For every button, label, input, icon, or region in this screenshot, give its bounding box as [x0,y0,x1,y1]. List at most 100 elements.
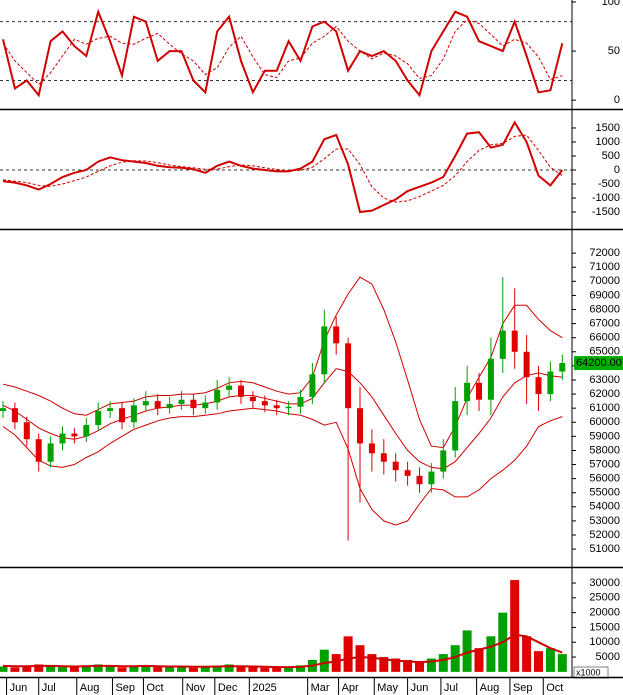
last-price-label: 64200.00 [576,357,622,369]
volume-bar [343,636,353,672]
volume-bar [22,665,32,672]
volume-bar [284,667,294,672]
y-tick-label: 100 [602,0,620,8]
candle-body [559,363,566,372]
y-tick-label: -500 [598,178,620,190]
candle-body [130,405,137,423]
y-tick-label: 62000 [589,388,620,400]
y-tick-label: 58000 [589,444,620,456]
indicator-line [2,19,563,86]
y-tick-label: 68000 [589,303,620,315]
x-tick-label: Sep [115,682,135,694]
volume-bar [117,667,127,672]
y-tick-label: 15000 [589,621,620,633]
volume-bar [522,636,532,672]
candle-body [142,401,149,406]
candle-body [428,471,435,485]
volume-bar [105,666,115,672]
candle-body [487,358,494,400]
x-tick-label: Dec [218,682,238,694]
volume-bar [165,667,175,672]
candle-body [309,374,316,397]
candle-body [261,401,268,406]
candle-body [202,402,209,409]
x-tick-label: Nov [186,682,206,694]
candle-body [71,433,78,437]
volume-bar [450,645,460,672]
candle-body [476,382,482,400]
y-tick-label: 59000 [589,430,620,442]
candle-body [249,396,256,402]
y-tick-label: 50 [608,45,620,57]
candle-body [464,382,471,402]
volume-bar [236,666,246,672]
candle-body [35,439,42,462]
x-tick-label: Aug [80,682,100,694]
candle-body [392,461,399,471]
volume-bar [10,667,20,672]
y-tick-label: 5000 [596,651,620,663]
candle-body [154,401,161,409]
last-price-box [574,356,623,371]
volume-bar [200,667,210,672]
y-tick-label: 54000 [589,501,620,513]
indicator-line [2,134,563,203]
y-tick-label: 52000 [589,529,620,541]
y-tick-label: 72000 [589,247,620,259]
y-tick-label: 71000 [589,261,620,273]
x-tick-label: Sep [513,682,533,694]
volume-bar [212,665,222,672]
candle-body [23,422,30,440]
y-tick-label: 51000 [589,543,620,555]
volume-bar [224,664,234,672]
volume-bar [545,648,555,672]
candle-body [368,443,375,454]
x-tick-label: Apr [342,682,359,694]
y-tick-label: 69000 [589,289,620,301]
candle-body [440,450,447,472]
candle-body [357,408,363,444]
candle-body [47,443,54,462]
y-tick-label: -1500 [592,206,620,218]
volume-bar [426,658,436,672]
indicator-line [2,120,564,214]
y-tick-label: 56000 [589,473,620,485]
volume-bar [69,667,79,672]
volume-bar [177,666,186,672]
y-tick-label: 61000 [589,402,620,414]
candle-body [83,425,90,437]
y-tick-label: 0 [614,94,620,106]
candle-body [297,396,304,407]
candle-body [59,433,66,444]
volume-bar [34,664,44,672]
y-tick-label: 65000 [589,346,620,358]
y-tick-label: 1000 [596,136,620,148]
x-tick-label: Jun [10,682,28,694]
candle-body [107,408,114,411]
volume-bar [486,636,496,672]
volume-bar [379,657,389,672]
y-tick-label: 55000 [589,487,620,499]
y-tick-label: 500 [602,150,620,162]
x-tick-label: Jun [411,682,429,694]
candle-body [416,475,423,485]
volume-bar [438,654,448,672]
candle-body [523,351,530,378]
y-tick-label: 10000 [589,636,620,648]
volume-bar [319,649,329,672]
candle-body [119,408,125,423]
plots [0,8,572,672]
volume-bar [93,664,103,672]
volume-bar [58,667,67,672]
volume-bar [153,667,163,672]
candle-body [238,385,244,397]
volume-bar [391,658,401,672]
y-tick-label: 67000 [589,318,620,330]
unit-label: x1000 [576,667,601,677]
candle-body [380,453,387,462]
y-tick-label: 60000 [589,416,620,428]
indicator-line [2,368,563,470]
x-tick-label: Aug [480,682,500,694]
